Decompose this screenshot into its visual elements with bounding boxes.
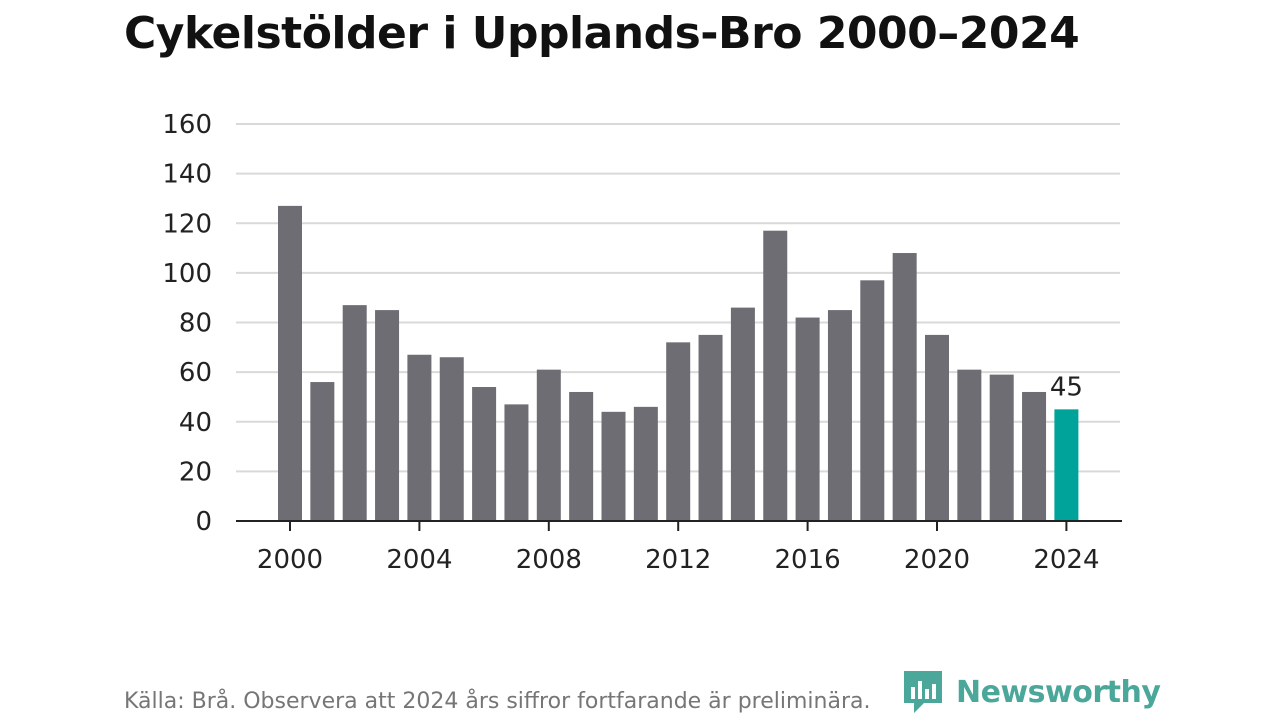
- x-tick-label-2012: 2012: [645, 545, 711, 575]
- y-tick-label-160: 160: [162, 110, 212, 140]
- y-tick-label-60: 60: [179, 358, 212, 388]
- bar-2002: [342, 305, 367, 521]
- bar-2019: [892, 253, 917, 521]
- bar-2017: [827, 310, 852, 521]
- y-tick-label-140: 140: [162, 160, 212, 190]
- bar-2000: [278, 205, 302, 521]
- bar-2008: [536, 369, 561, 521]
- y-tick-label-40: 40: [179, 408, 212, 438]
- bar-2010: [601, 411, 626, 521]
- bar-2022: [989, 374, 1014, 521]
- newsworthy-logo: Newsworthy: [902, 671, 1161, 713]
- x-tick-label-2020: 2020: [904, 545, 970, 575]
- x-tick-label-2004: 2004: [386, 545, 452, 575]
- bar-2003: [375, 310, 400, 521]
- y-axis-tick-labels: 0 20 40 60 80 100 120 140 160: [162, 110, 212, 537]
- x-tick-label-2008: 2008: [516, 545, 582, 575]
- newsworthy-logo-text: Newsworthy: [956, 674, 1161, 710]
- x-tick-label-2024: 2024: [1033, 545, 1099, 575]
- x-axis-ticks: 2000 2004 2008 2012 2016 2020 2024: [257, 521, 1099, 575]
- bar-2014: [730, 307, 755, 521]
- bar-2011: [633, 406, 658, 521]
- bars: [278, 205, 1079, 521]
- y-tick-label-120: 120: [162, 209, 212, 239]
- bar-2007: [504, 404, 529, 521]
- y-tick-label-100: 100: [162, 259, 212, 289]
- bar-2024: [1054, 409, 1079, 521]
- bar-2016: [795, 317, 820, 521]
- bar-2021: [957, 369, 982, 521]
- x-tick-label-2016: 2016: [775, 545, 841, 575]
- bar-2012: [666, 342, 691, 521]
- bar-2004: [407, 354, 432, 521]
- x-tick-label-2000: 2000: [257, 545, 323, 575]
- bar-2006: [472, 387, 497, 521]
- bar-2023: [1022, 391, 1047, 521]
- newsworthy-logo-icon: [904, 671, 942, 713]
- data-label-2024: 45: [1050, 372, 1083, 402]
- source-note: Källa: Brå. Observera att 2024 års siffr…: [124, 689, 871, 714]
- bar-2009: [569, 391, 594, 521]
- y-tick-label-0: 0: [195, 507, 212, 537]
- bar-2005: [439, 357, 464, 521]
- chart-title: Cykelstölder i Upplands-Bro 2000–2024: [124, 8, 1080, 59]
- y-tick-label-80: 80: [179, 309, 212, 339]
- bar-2015: [763, 230, 788, 521]
- bar-2018: [860, 280, 885, 521]
- data-labels: 45: [1050, 372, 1083, 402]
- y-tick-label-20: 20: [179, 457, 212, 487]
- bar-2001: [310, 382, 335, 521]
- bar-2020: [925, 334, 949, 521]
- bar-2013: [698, 334, 723, 521]
